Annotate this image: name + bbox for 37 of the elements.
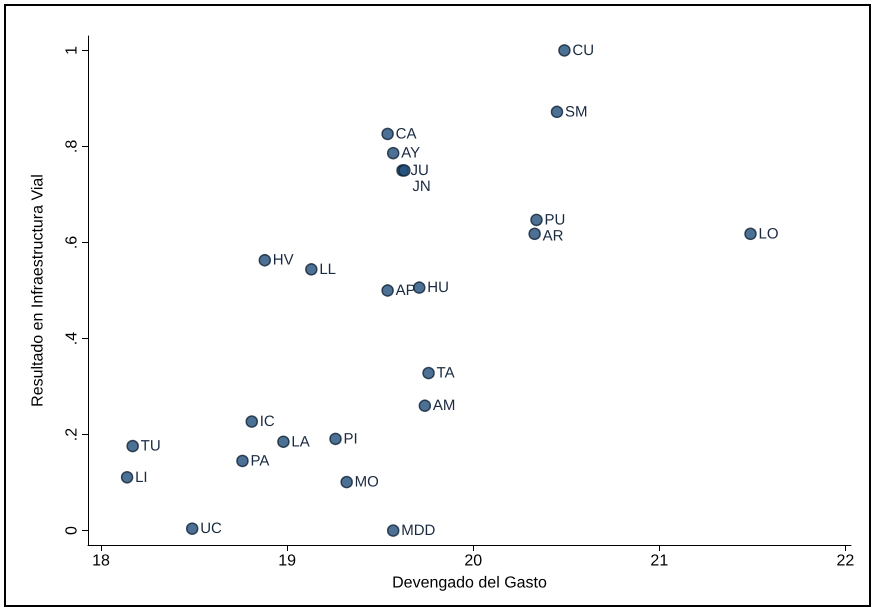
annotation: JN <box>412 178 431 195</box>
x-tick-label: 21 <box>650 552 668 570</box>
y-tick-label: .6 <box>64 236 80 250</box>
y-tick-label: .4 <box>64 332 80 346</box>
y-tick-label: 1 <box>64 46 80 55</box>
x-tick-label: 20 <box>464 552 482 570</box>
annotation: LO <box>758 225 779 242</box>
annotation: AY <box>401 144 420 162</box>
y-tick-label: .2 <box>64 428 80 442</box>
annotation: PA <box>250 452 270 470</box>
annotation: TA <box>436 364 455 382</box>
annotation: LI <box>135 468 148 486</box>
annotation: LA <box>291 433 310 450</box>
annotation: JU <box>410 162 429 179</box>
annotation: AR <box>542 227 564 244</box>
annotation: IC <box>260 413 275 430</box>
annotation: LL <box>319 260 336 278</box>
annotation: SM <box>564 103 588 120</box>
x-tick-label: 19 <box>278 552 296 570</box>
annotation: AP <box>396 282 416 299</box>
x-axis-title: Devengado del Gasto <box>392 574 547 592</box>
annotation: MDD <box>401 522 436 540</box>
annotation: UC <box>200 520 222 538</box>
annotation: AM <box>432 397 456 414</box>
annotation: CA <box>396 125 416 142</box>
y-axis-title: Resultado en Infraestructura Vial <box>30 174 46 407</box>
y-tick-label: 0 <box>64 526 80 536</box>
annotation: PI <box>344 430 358 448</box>
x-tick-label: 22 <box>836 552 854 570</box>
y-tick-label: .8 <box>64 140 80 154</box>
annotation: CU <box>572 42 594 59</box>
annotation: HU <box>427 279 449 296</box>
x-tick-label: 18 <box>92 552 110 570</box>
annotation: PU <box>544 211 566 228</box>
annotation: MO <box>354 474 379 491</box>
annotation: HV <box>272 252 294 269</box>
annotation: TU <box>140 438 161 455</box>
